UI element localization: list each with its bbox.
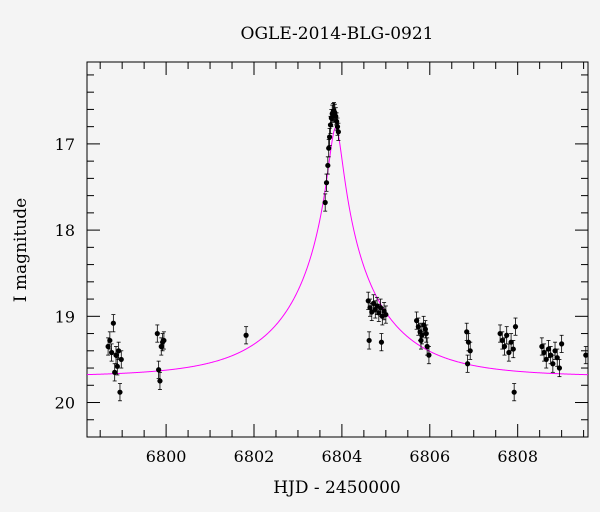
plot-frame <box>86 61 589 438</box>
data-point <box>117 389 123 395</box>
data-point <box>334 118 340 125</box>
data-point <box>326 134 333 140</box>
x-tick-label: 6808 <box>497 447 538 466</box>
data-point <box>539 343 545 350</box>
data-point <box>545 346 552 352</box>
x-tick-label: 6804 <box>322 447 363 466</box>
data-point <box>423 330 429 337</box>
data-point <box>414 318 420 324</box>
data-point <box>548 352 554 358</box>
plot-area: 6800 6802 6804 6806 6808 17 18 19 20 <box>55 61 589 466</box>
data-point <box>554 355 560 361</box>
data-point <box>118 356 124 363</box>
data-point <box>333 113 339 119</box>
data-point <box>543 356 549 363</box>
data-point <box>426 352 432 358</box>
data-point <box>559 341 565 347</box>
data-point <box>419 332 425 338</box>
y-tick-label: 18 <box>55 221 75 240</box>
data-point <box>113 352 119 358</box>
data-point <box>157 378 163 384</box>
data-point <box>376 310 382 316</box>
data-point <box>366 337 372 344</box>
data-point <box>383 311 389 318</box>
data-point <box>415 324 421 330</box>
x-axis-label: HJD - 2450000 <box>273 478 401 498</box>
data-point <box>504 332 510 338</box>
x-tick-label: 6802 <box>234 447 275 466</box>
data-point <box>105 343 111 350</box>
data-point <box>499 337 505 344</box>
data-point <box>421 322 427 328</box>
data-point <box>506 349 512 356</box>
chart-title: OGLE-2014-BLG-0921 <box>241 24 434 44</box>
data-point <box>510 346 516 352</box>
data-point <box>501 343 508 350</box>
data-point <box>464 361 471 367</box>
data-point <box>116 348 122 354</box>
data-point <box>114 363 120 369</box>
data-point <box>497 330 503 337</box>
data-point <box>467 348 473 354</box>
data-point <box>511 389 517 395</box>
data-point <box>161 337 167 344</box>
data-point <box>512 324 519 330</box>
data-point <box>508 339 514 345</box>
data-point <box>335 129 341 135</box>
data-point <box>112 369 118 375</box>
data-point <box>464 329 470 335</box>
data-point <box>326 145 332 151</box>
data-point <box>378 339 385 345</box>
data-point <box>422 326 428 332</box>
x-tick-label: 6800 <box>146 447 187 466</box>
data-point <box>541 349 547 356</box>
data-point <box>154 330 160 337</box>
data-point <box>334 124 341 130</box>
y-tick-label: 20 <box>55 394 75 413</box>
data-point <box>365 298 371 304</box>
data-point <box>243 332 249 338</box>
y-tick-label: 19 <box>55 307 75 326</box>
data-point <box>552 348 558 354</box>
data-point <box>156 367 162 373</box>
data-point <box>583 352 589 358</box>
data-point <box>367 305 373 311</box>
data-point <box>322 199 328 206</box>
data-point <box>107 337 113 344</box>
data-point <box>550 361 556 367</box>
data-point <box>109 349 115 356</box>
data-point <box>110 320 116 326</box>
data-point <box>323 180 330 186</box>
data-point <box>556 365 563 371</box>
data-point <box>418 337 424 344</box>
y-tick-label: 17 <box>55 135 75 154</box>
x-tick-label: 6806 <box>409 447 450 466</box>
data-point <box>327 122 334 128</box>
data-point <box>328 115 334 121</box>
y-axis-label: I magnitude <box>11 198 31 302</box>
data-point <box>325 162 331 169</box>
